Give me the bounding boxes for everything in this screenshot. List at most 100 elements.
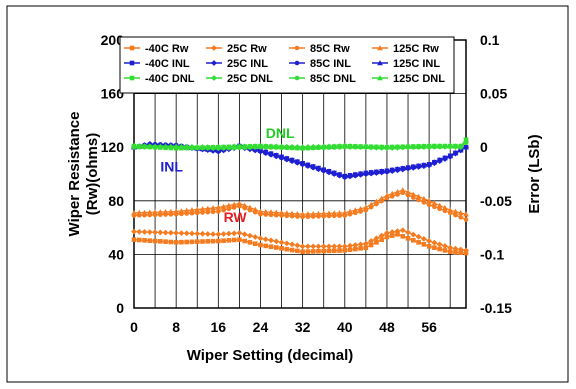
series-point [241,143,248,149]
series-point [300,249,305,255]
series-point [357,170,364,177]
series-point [299,144,306,150]
y2-tick-label: 0.05 [480,86,507,102]
y-axis-label-line1: Wiper Resistance [66,112,83,237]
series-point [289,144,295,150]
series-point [173,240,179,245]
series-point [337,248,342,253]
series-point [373,144,380,150]
series-point [152,209,158,215]
series-point [384,167,390,174]
series-point [278,143,285,149]
series-point [352,171,359,177]
series-point [421,200,427,205]
legend-label: -40C DNL [145,73,195,85]
ticks-layer: 0 40 80 120 160 200 -0.15 -0.1 -0.05 0 0.05 0.1 0 8 16… [101,32,512,335]
series-point [204,231,211,237]
series-point [389,167,396,173]
y-tick-label: 0 [116,300,124,316]
series-point [436,157,443,163]
series-point [384,144,390,150]
series-point [447,244,454,251]
legend-entry: 25C Rw [206,43,267,55]
legend-swatch-marker [129,75,135,81]
series-point [347,247,353,253]
series-point [236,230,243,236]
series-point [225,144,232,150]
series-point [373,235,380,242]
series-point [241,231,248,238]
series-point [426,161,433,167]
series-point [415,193,422,199]
series-point [157,143,164,149]
series-point [453,212,458,218]
series-point [416,197,421,203]
series-point [368,238,375,244]
series-point [252,241,258,246]
series-point [447,249,453,255]
legend-entry: -40C INL [124,58,190,70]
x-tick-label: 16 [211,319,227,335]
series-point [283,210,290,216]
series-point [363,245,369,250]
series-point [426,238,433,244]
series-point [463,217,469,222]
series-point [347,143,353,149]
series-point [389,190,396,196]
series-point [294,210,301,217]
series-point [294,242,301,249]
series-point [426,143,433,149]
series-point [305,161,311,168]
series-point [426,197,433,204]
series-point [389,233,395,238]
series-point [341,209,348,216]
series-point [220,144,227,150]
series-point [136,143,143,149]
series-point [178,230,185,237]
x-axis-label: Wiper Setting (decimal) [187,347,354,364]
series-line [133,189,467,215]
series-point [131,209,137,216]
series-point [184,239,189,245]
series-point [231,237,237,243]
series-point [405,236,411,241]
series-point [442,243,448,249]
series-point [411,238,416,243]
x-tick-label: 0 [130,319,138,335]
series-point [384,192,390,198]
series-point [405,164,411,170]
series-point [326,168,332,174]
series-point [389,144,396,150]
series-point [268,244,274,249]
series-point [200,239,205,244]
series-point [463,211,469,217]
series-point [136,209,143,215]
series-point [189,230,195,237]
series-point [273,152,280,158]
series-point [294,158,301,164]
legend-swatch-marker [129,45,135,51]
series-point [399,187,406,193]
series-point [347,242,353,249]
series-point [178,143,185,149]
series-point [257,147,264,153]
series-point [200,210,205,215]
series-point [199,230,206,237]
series-point [257,143,264,149]
series-point [373,168,380,175]
series-point [221,238,226,243]
series-point [241,202,248,208]
series-point [357,143,364,149]
series-point [373,198,380,204]
series-point [368,242,374,248]
series-point [431,143,438,149]
series-point [420,195,427,201]
series-point [262,149,269,155]
series-point [215,144,222,150]
series-point [237,237,242,242]
series-point [326,143,332,149]
series-line [134,140,467,148]
series-point [204,205,211,211]
series-point [310,144,317,150]
series-point [436,143,443,149]
